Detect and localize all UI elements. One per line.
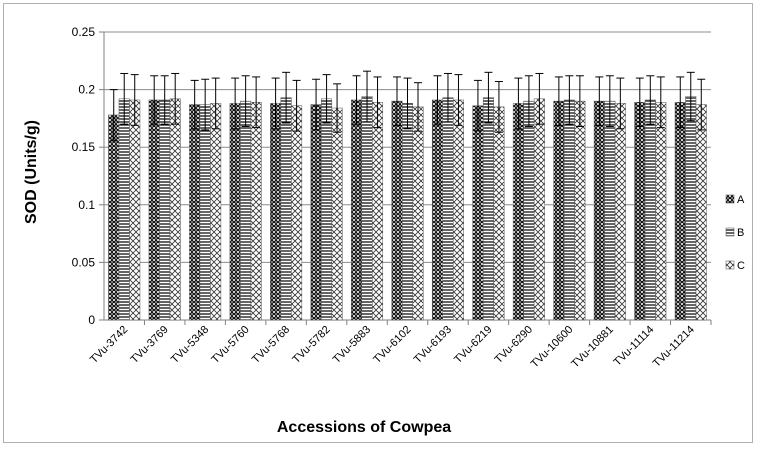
bar-b [321, 98, 333, 321]
x-tick-label: TVu-5883 [331, 324, 373, 366]
bar-a [310, 104, 322, 321]
bar-c [291, 105, 303, 321]
y-tick-label: 0.1 [78, 198, 95, 212]
legend-swatch-a [725, 194, 735, 204]
legend: A B C [725, 194, 745, 272]
bar-b [402, 103, 413, 321]
bar-c [695, 104, 707, 321]
x-tick-label: TVu-6219 [452, 324, 494, 366]
bar-b [644, 99, 656, 321]
bar-c [533, 98, 545, 321]
bar-a [431, 99, 443, 321]
bar-b [685, 96, 697, 321]
y-axis-label: SOD (Units/g) [23, 120, 40, 224]
legend-label-a: A [737, 194, 745, 206]
x-tick-label: TVu-5782 [290, 324, 332, 366]
x-tick-label: TVu-6193 [412, 324, 454, 366]
x-axis-label: Accessions of Cowpea [277, 419, 451, 436]
bar-b [523, 100, 535, 321]
bar-c [614, 103, 626, 321]
bar-a [674, 102, 686, 321]
bar-a [472, 105, 484, 321]
bar-a [634, 102, 646, 321]
error-bars [109, 70, 706, 141]
bar-a [270, 103, 282, 321]
legend-label-c: C [737, 260, 745, 272]
x-tick-label: TVu-10600 [529, 324, 576, 371]
bar-a [512, 103, 524, 321]
x-tick-label: TVu-11214 [651, 324, 697, 370]
bar-b [199, 104, 211, 321]
bar-a [148, 99, 160, 321]
legend-swatch-b [725, 227, 735, 237]
x-tick-label: TVu-5760 [209, 324, 251, 366]
x-tick-label: TVu-10881 [569, 324, 616, 371]
bar-a [229, 103, 241, 321]
bar-b [604, 100, 616, 321]
bar-a [391, 100, 403, 321]
x-tick-label: TVu-6102 [371, 324, 413, 366]
chart-svg: 00.050.10.150.20.25TVu-3742TVu-3769TVu-5… [23, 25, 745, 436]
bar-c [331, 107, 343, 321]
bar-c [412, 106, 424, 321]
bar-b [240, 100, 252, 321]
bar-c [493, 106, 505, 321]
x-tick-label: TVu-3769 [128, 324, 170, 366]
x-tick-label: TVu-11114 [611, 324, 656, 369]
x-tick-label: TVu-5348 [169, 324, 211, 366]
chart-frame: 0 0.05 0.1 0.15 0.2 0.25 TVu-3742 TVu-3769 TVu-5… [3, 3, 753, 443]
bar-c [210, 103, 222, 321]
bar-a [593, 100, 605, 321]
bar-a [553, 100, 565, 321]
y-tick-label: 0 [88, 313, 95, 327]
y-tick-label: 0.2 [78, 83, 95, 97]
bar-c [250, 102, 262, 321]
bar-c [169, 98, 181, 321]
bar-b [361, 96, 373, 321]
bar-c [129, 99, 141, 321]
bar-b [442, 97, 454, 321]
bar-a [351, 99, 363, 321]
legend-swatch-c [725, 260, 735, 270]
x-tick-label: TVu-5768 [250, 324, 292, 366]
bar-c [452, 99, 464, 321]
bar-a [108, 114, 120, 321]
legend-label-b: B [737, 227, 744, 239]
x-tick-label: TVu-3742 [88, 324, 130, 366]
bars [108, 96, 707, 321]
bar-b [482, 97, 494, 321]
bar-b [159, 99, 171, 321]
bar-c [655, 102, 667, 321]
x-tick-label: TVu-6290 [493, 324, 535, 366]
bar-a [189, 104, 201, 321]
bar-b [280, 97, 292, 321]
bar-c [574, 100, 586, 321]
y-tick-label: 0.05 [72, 255, 96, 269]
bar-c [372, 102, 384, 321]
bar-b [563, 99, 575, 321]
y-tick-label: 0.25 [72, 25, 96, 39]
bar-b [118, 98, 130, 321]
y-tick-label: 0.15 [72, 140, 96, 154]
